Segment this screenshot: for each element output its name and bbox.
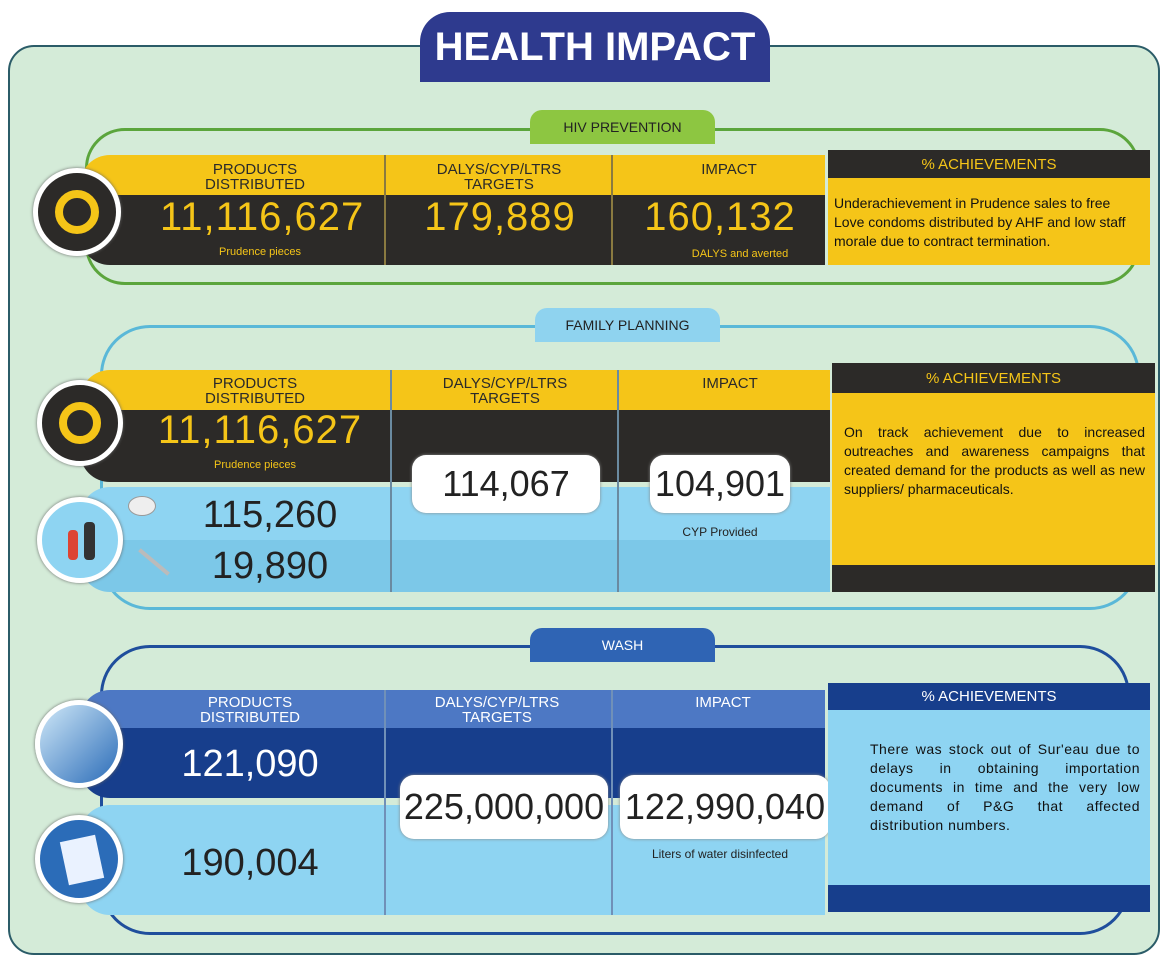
figure <box>68 530 78 560</box>
column-header: DALYS/CYP/LTRS TARGETS <box>422 695 572 725</box>
product-count: 115,260 <box>170 494 370 537</box>
achievement-header: % ACHIEVEMENTS <box>828 683 1150 710</box>
impact: 122,990,040 <box>620 775 830 839</box>
product-note: Prudence pieces <box>155 459 355 471</box>
prudence-icon <box>37 380 123 466</box>
divider <box>617 370 619 592</box>
prudence-icon <box>33 168 121 256</box>
achievement-footer <box>828 885 1150 912</box>
column-header: IMPACT <box>654 162 804 177</box>
achievement-text: On track achievement due to increased ou… <box>832 393 1155 565</box>
target: 179,889 <box>390 195 610 240</box>
achievement-text: Underachievement in Prudence sales to fr… <box>828 178 1150 265</box>
impact: 160,132 <box>615 195 825 240</box>
icon-p <box>59 402 101 444</box>
product-note: Prudence pieces <box>160 246 360 258</box>
product-count: 11,116,627 <box>150 408 370 453</box>
impact-note: DALYS and averted <box>640 248 840 260</box>
divider <box>384 690 386 915</box>
achievement-header: % ACHIEVEMENTS <box>828 150 1150 178</box>
title: HEALTH IMPACT <box>420 12 770 82</box>
impact-note: Liters of water disinfected <box>620 847 820 861</box>
pill-icon <box>128 496 156 516</box>
product-count: 11,116,627 <box>160 195 360 240</box>
achievement-header: % ACHIEVEMENTS <box>832 363 1155 393</box>
section-label: HIV PREVENTION <box>530 110 715 144</box>
product-count: 190,004 <box>150 842 350 885</box>
column-header: PRODUCTS DISTRIBUTED <box>175 695 325 725</box>
water-icon <box>35 700 123 788</box>
achievement-text: There was stock out of Sur'eau due to de… <box>828 710 1150 885</box>
section-label: WASH <box>530 628 715 662</box>
achievement-footer <box>832 565 1155 592</box>
figure <box>84 522 95 560</box>
product-count: 19,890 <box>170 545 370 588</box>
icon-p <box>55 190 99 234</box>
column-header: IMPACT <box>655 376 805 391</box>
pg-icon <box>35 815 123 903</box>
divider <box>611 690 613 915</box>
page: HEALTH IMPACT HIV PREVENTION PRODUCTS DI… <box>0 0 1168 959</box>
impact-note: CYP Provided <box>640 525 800 539</box>
target: 114,067 <box>412 455 600 513</box>
column-header: DALYS/CYP/LTRS TARGETS <box>424 162 574 192</box>
divider <box>390 370 392 592</box>
divider <box>611 155 613 265</box>
impact: 104,901 <box>650 455 790 513</box>
column-header: DALYS/CYP/LTRS TARGETS <box>430 376 580 406</box>
column-header: PRODUCTS DISTRIBUTED <box>180 376 330 406</box>
target: 225,000,000 <box>400 775 608 839</box>
divider <box>384 155 386 265</box>
sachet <box>60 835 104 886</box>
column-header: IMPACT <box>648 695 798 710</box>
family-icon <box>37 497 123 583</box>
column-header: PRODUCTS DISTRIBUTED <box>180 162 330 192</box>
section-label: FAMILY PLANNING <box>535 308 720 342</box>
product-count: 121,090 <box>150 743 350 786</box>
